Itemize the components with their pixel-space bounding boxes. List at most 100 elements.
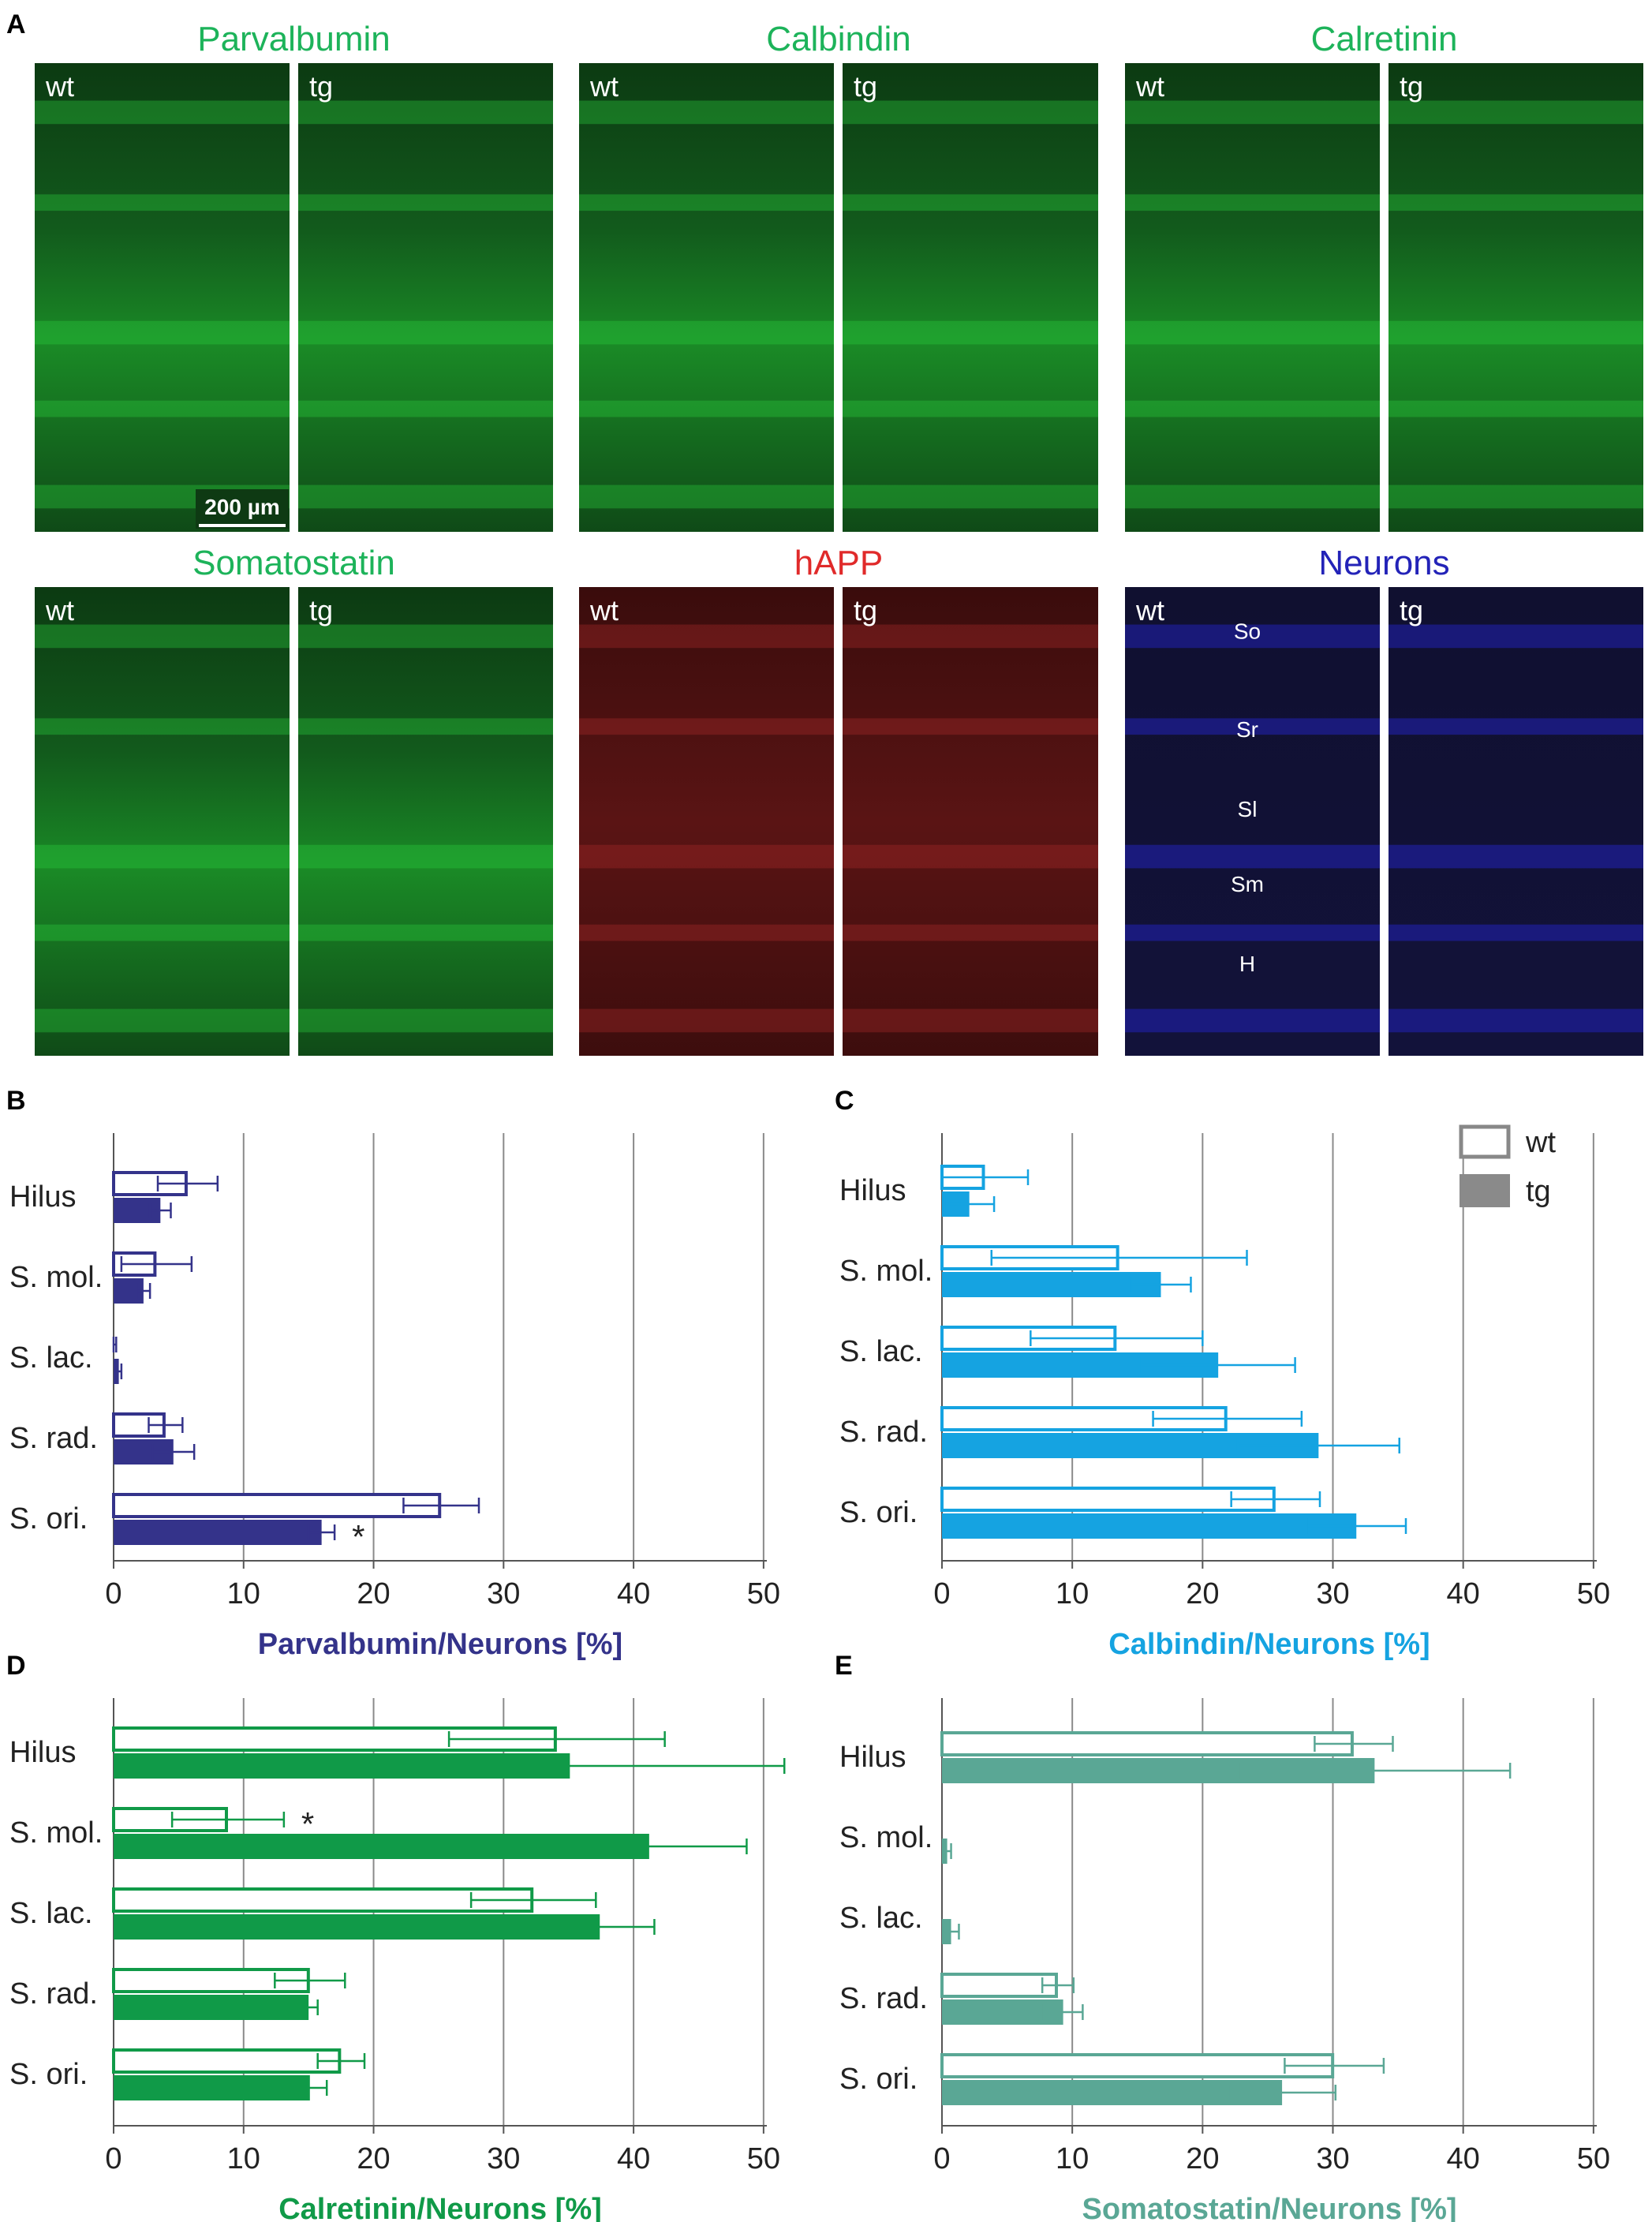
x-tick-label: 20: [357, 1577, 390, 1610]
cell-layer-band: [843, 320, 1098, 345]
category-label: S. lac.: [9, 1897, 93, 1930]
category-label: S. lac.: [9, 1341, 93, 1375]
cell-layer-band: [298, 100, 553, 125]
cell-layer-band: [298, 484, 553, 509]
x-tick-label: 0: [933, 2142, 950, 2175]
x-axis-label: Somatostatin/Neurons [%]: [1082, 2193, 1456, 2222]
genotype-label: wt: [1135, 594, 1164, 627]
micrograph-title: Calretinin: [1311, 20, 1458, 58]
legend-label-wt: wt: [1525, 1126, 1556, 1159]
significance-marker: *: [352, 1518, 364, 1555]
cell-layer-band: [35, 718, 290, 735]
significance-marker: *: [301, 1805, 314, 1842]
cell-layer-band: [843, 844, 1098, 869]
x-tick-label: 30: [487, 2142, 520, 2175]
cell-layer-band: [1125, 1008, 1380, 1033]
cell-layer-band: [35, 924, 290, 941]
cell-layer-band: [1389, 100, 1643, 125]
cell-layer-band: [579, 400, 834, 417]
category-label: Hilus: [9, 1736, 76, 1769]
category-label: S. mol.: [839, 1255, 933, 1288]
micrograph-title: Calbindin: [766, 20, 910, 58]
panel-letter: C: [835, 1086, 854, 1116]
bar-wt: [112, 1493, 442, 1518]
bar-wt: [940, 1973, 1059, 1998]
bar-tg: [114, 1520, 322, 1545]
micrograph-title: Parvalbumin: [197, 20, 391, 58]
panel-letter: B: [6, 1086, 26, 1116]
bar-tg: [114, 1995, 309, 2020]
x-tick-label: 10: [227, 2142, 260, 2175]
cell-layer-band: [579, 1008, 834, 1033]
x-tick-label: 20: [1186, 1577, 1219, 1610]
bar-tg: [942, 1513, 1357, 1539]
cell-layer-band: [35, 100, 290, 125]
category-label: S. rad.: [839, 1982, 928, 2015]
x-tick-label: 10: [227, 1577, 260, 1610]
x-tick-label: 20: [1186, 2142, 1219, 2175]
micrograph-image: [1125, 63, 1380, 532]
cell-layer-band: [298, 194, 553, 211]
layer-label: Sl: [1238, 797, 1258, 821]
micrograph-image: [843, 63, 1098, 532]
cell-layer-band: [35, 320, 290, 345]
cell-layer-band: [35, 844, 290, 869]
cell-layer-band: [843, 194, 1098, 211]
cell-layer-band: [1125, 718, 1380, 735]
x-tick-label: 20: [357, 2142, 390, 2175]
cell-layer-band: [1389, 400, 1643, 417]
x-axis-label: Calbindin/Neurons [%]: [1108, 1628, 1430, 1661]
micrograph-image: [1389, 63, 1643, 532]
cell-layer-band: [843, 624, 1098, 649]
panel-letter-a: A: [6, 9, 26, 39]
cell-layer-band: [843, 100, 1098, 125]
bar-wt: [940, 1731, 1354, 1756]
cell-layer-band: [843, 400, 1098, 417]
bar-tg: [942, 1272, 1161, 1297]
x-tick-label: 50: [747, 2142, 780, 2175]
genotype-label: tg: [309, 70, 333, 103]
bar-wt: [112, 2048, 342, 2074]
category-label: S. rad.: [9, 1422, 98, 1455]
bar-tg: [114, 2075, 310, 2100]
cell-layer-band: [1125, 844, 1380, 869]
category-label: S. rad.: [9, 1977, 98, 2011]
bar-wt: [112, 1887, 534, 1913]
cell-layer-band: [843, 484, 1098, 509]
micrograph-title: hAPP: [794, 544, 884, 582]
cell-layer-band: [579, 924, 834, 941]
category-label: S. mol.: [9, 1816, 103, 1850]
micrograph-title: Neurons: [1318, 544, 1449, 582]
micrograph-image: [298, 63, 553, 532]
cell-layer-band: [1125, 400, 1380, 417]
bar-wt: [940, 2053, 1335, 2078]
cell-layer-band: [1389, 718, 1643, 735]
x-tick-label: 40: [1447, 2142, 1480, 2175]
cell-layer-band: [298, 718, 553, 735]
genotype-label: tg: [854, 70, 877, 103]
cell-layer-band: [843, 1008, 1098, 1033]
x-tick-label: 40: [617, 1577, 650, 1610]
cell-layer-band: [298, 924, 553, 941]
x-tick-label: 40: [617, 2142, 650, 2175]
category-label: S. mol.: [9, 1261, 103, 1294]
micrograph-image: [579, 587, 834, 1056]
category-label: S. mol.: [839, 1821, 933, 1854]
panel-a: A Parvalbumin wt tg Calbindin wt tg Calretinin w…: [6, 9, 1643, 1056]
cell-layer-band: [579, 624, 834, 649]
category-label: S. ori.: [9, 1502, 88, 1536]
x-tick-label: 40: [1447, 1577, 1480, 1610]
charts: B 0 10 20 30 40 50 Parvalbumin/Neurons [%] Hilus…: [6, 1086, 1610, 2222]
micrograph-image: [298, 587, 553, 1056]
legend-swatch-tg: [1460, 1174, 1510, 1207]
cell-layer-band: [298, 400, 553, 417]
x-tick-label: 0: [933, 1577, 950, 1610]
micrograph-image: [843, 587, 1098, 1056]
genotype-label: wt: [45, 70, 74, 103]
genotype-label: tg: [309, 594, 333, 627]
micrograph-image: [1125, 587, 1380, 1056]
category-label: Hilus: [839, 1741, 906, 1774]
x-tick-label: 10: [1056, 1577, 1089, 1610]
cell-layer-band: [1389, 484, 1643, 509]
genotype-label: tg: [854, 594, 877, 627]
